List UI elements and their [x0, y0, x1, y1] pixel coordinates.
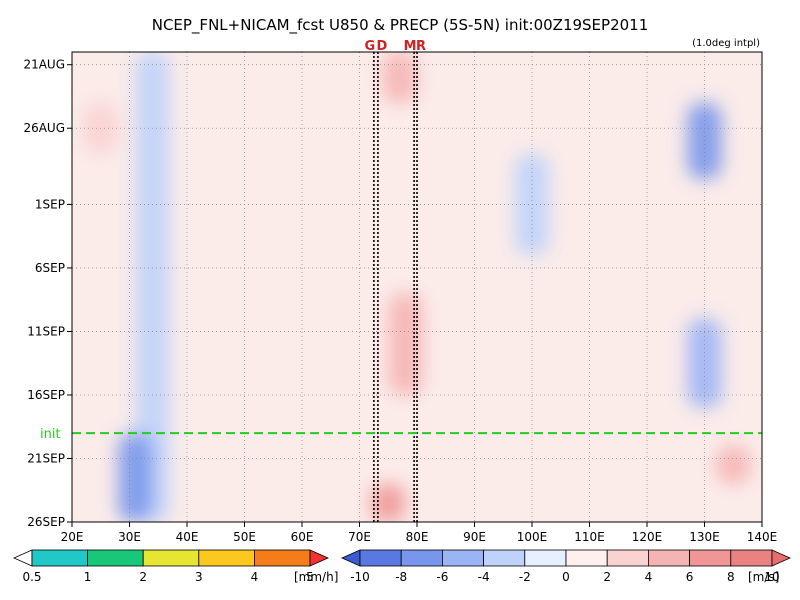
- x-tick-label: 100E: [517, 530, 548, 544]
- colorbar-cell: [483, 549, 526, 567]
- x-tick-label: 40E: [176, 530, 199, 544]
- colorbar-label: 2: [139, 570, 147, 584]
- y-tick-label: 21AUG: [23, 58, 65, 72]
- y-tick-label: 21SEP: [27, 451, 65, 465]
- x-tick-label: 90E: [463, 530, 486, 544]
- u850-feature: [135, 52, 170, 522]
- y-tick-label: 1SEP: [35, 197, 65, 211]
- colorbar-cell: [309, 549, 329, 567]
- x-tick-label: 110E: [574, 530, 605, 544]
- colorbar-label: 5: [306, 570, 314, 584]
- x-tick-label: 140E: [747, 530, 778, 544]
- colorbar-label: -8: [395, 570, 407, 584]
- x-tick-label: 50E: [233, 530, 256, 544]
- colorbar-cell: [441, 549, 484, 567]
- u850-feature: [118, 433, 153, 522]
- colorbar-cell: [524, 549, 567, 567]
- colorbar-cell: [31, 549, 88, 567]
- colorbar-cell: [13, 549, 33, 567]
- u850-feature: [716, 445, 751, 484]
- u850-feature: [382, 52, 417, 103]
- colorbar-cell: [198, 549, 255, 567]
- colorbar-cell: [565, 549, 608, 567]
- y-tick-label: 26SEP: [27, 515, 65, 529]
- x-tick-label: 60E: [291, 530, 314, 544]
- station-label: G: [365, 39, 376, 54]
- colorbar-precipitation: 0.5 1 2 3 4 5[mm/h]: [13, 549, 338, 584]
- station-label: M: [404, 39, 417, 54]
- colorbar-label: 6: [686, 570, 694, 584]
- chart-subtitle: (1.0deg intpl): [692, 38, 760, 49]
- colorbar-label: 8: [727, 570, 735, 584]
- chart-title: NCEP_FNL+NICAM_fcst U850 & PRECP (5S-5N)…: [152, 16, 649, 35]
- x-tick-label: 130E: [689, 530, 720, 544]
- colorbar-label: 0: [562, 570, 570, 584]
- colorbar-units: [mm/h]: [294, 570, 338, 584]
- colorbar-label: -10: [350, 570, 370, 584]
- colorbar-u850: -10 -8 -6 -4 -2 0 2 4 6 8 10[m/s]: [341, 549, 791, 584]
- colorbar-label: 10: [764, 570, 779, 584]
- init-label: init: [40, 427, 61, 442]
- colorbar-label: -6: [436, 570, 448, 584]
- colorbar-cell: [359, 549, 402, 567]
- station-label: R: [416, 39, 426, 54]
- colorbar-label: 0.5: [22, 570, 41, 584]
- init-line-group: init: [40, 427, 762, 442]
- legends: 0.5 1 2 3 4 5[mm/h] -10 -8 -6 -4 -2 0 2 4 6 8 10[m/s]: [13, 549, 791, 584]
- colorbar-label: -4: [478, 570, 490, 584]
- colorbar-cell: [142, 549, 200, 567]
- y-tick-label: 11SEP: [27, 324, 65, 338]
- colorbar-label: -2: [519, 570, 531, 584]
- colorbar-label: 3: [195, 570, 203, 584]
- x-tick-label: 80E: [406, 530, 429, 544]
- colorbar-label: 4: [645, 570, 653, 584]
- colorbar-cell: [771, 549, 791, 567]
- colorbar-label: 1: [84, 570, 92, 584]
- colorbar-cell: [730, 549, 773, 567]
- y-tick-label: 6SEP: [35, 261, 65, 275]
- colorbar-cell: [87, 549, 144, 567]
- plot-background: [72, 52, 762, 522]
- y-axis: 21AUG 26AUG 1SEP 6SEP 11SEP 16SEP 21SEP 26SEP: [23, 58, 72, 529]
- x-axis: 20E 30E 40E 50E 60E 70E 80E 90E 100E 110E 120E 130E…: [61, 522, 778, 544]
- colorbar-cell: [253, 549, 311, 567]
- colorbar-label: 4: [251, 570, 259, 584]
- colorbar-units: [m/s]: [748, 570, 779, 584]
- x-tick-label: 70E: [348, 530, 371, 544]
- y-tick-label: 16SEP: [27, 388, 65, 402]
- colorbar-cell: [400, 549, 443, 567]
- colorbar-cell: [341, 549, 361, 567]
- colorbar-cell: [606, 549, 649, 567]
- x-tick-label: 120E: [632, 530, 663, 544]
- y-tick-label: 26AUG: [23, 121, 65, 135]
- colorbar-cell: [689, 549, 732, 567]
- u850-feature: [371, 483, 406, 522]
- x-tick-label: 30E: [118, 530, 141, 544]
- station-label: D: [377, 39, 388, 54]
- colorbar-label: 2: [603, 570, 611, 584]
- colorbar-cell: [648, 549, 691, 567]
- u850-feature: [687, 318, 722, 408]
- x-tick-label: 20E: [61, 530, 84, 544]
